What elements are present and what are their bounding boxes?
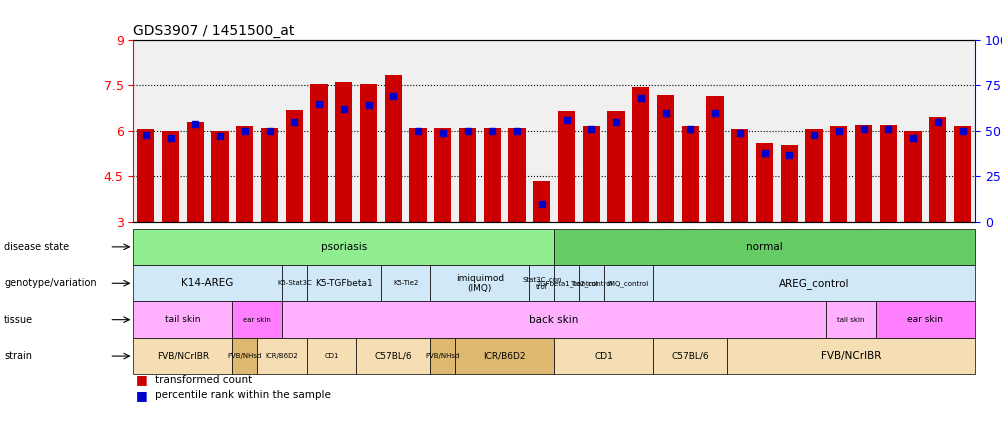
Text: CD1: CD1: [324, 353, 339, 359]
Text: ICR/B6D2: ICR/B6D2: [483, 352, 525, 361]
Text: ICR/B6D2: ICR/B6D2: [266, 353, 298, 359]
Text: CD1: CD1: [593, 352, 612, 361]
Text: C57BL/6: C57BL/6: [374, 352, 412, 361]
Text: genotype/variation: genotype/variation: [4, 278, 96, 288]
Bar: [904, 131, 921, 222]
Text: imiquimod
(IMQ): imiquimod (IMQ): [455, 274, 503, 293]
Bar: [854, 125, 872, 222]
Bar: [582, 127, 599, 222]
Bar: [286, 110, 303, 222]
Bar: [780, 145, 798, 222]
Text: ear skin: ear skin: [907, 315, 943, 324]
Bar: [360, 84, 377, 222]
Text: psoriasis: psoriasis: [321, 242, 367, 252]
Text: tail skin: tail skin: [837, 317, 864, 323]
Text: K5-Tie2: K5-Tie2: [393, 280, 418, 286]
Text: ■: ■: [135, 373, 147, 386]
Text: TGFbeta1_control: TGFbeta1_control: [535, 280, 597, 287]
Bar: [681, 127, 698, 222]
Text: back skin: back skin: [529, 315, 578, 325]
Text: Tie2_control: Tie2_control: [569, 280, 612, 287]
Text: tissue: tissue: [4, 315, 33, 325]
Bar: [631, 87, 649, 222]
Bar: [161, 131, 179, 222]
Bar: [409, 128, 426, 222]
Bar: [137, 130, 154, 222]
Text: Stat3C_con
trol: Stat3C_con trol: [521, 277, 561, 290]
Text: FVB/NCrIBR: FVB/NCrIBR: [156, 352, 208, 361]
Text: tail skin: tail skin: [165, 315, 200, 324]
Bar: [928, 117, 946, 222]
Bar: [211, 131, 228, 222]
Bar: [656, 95, 673, 222]
Bar: [756, 143, 773, 222]
Text: FVB/NHsd: FVB/NHsd: [227, 353, 262, 359]
Bar: [434, 128, 451, 222]
Bar: [235, 127, 254, 222]
Bar: [384, 75, 402, 222]
Text: GDS3907 / 1451500_at: GDS3907 / 1451500_at: [133, 24, 295, 38]
Bar: [186, 122, 203, 222]
Text: C57BL/6: C57BL/6: [670, 352, 708, 361]
Text: ■: ■: [135, 388, 147, 402]
Text: FVB/NHsd: FVB/NHsd: [425, 353, 460, 359]
Bar: [533, 181, 550, 222]
Text: K5-Stat3C: K5-Stat3C: [277, 280, 312, 286]
Bar: [805, 130, 822, 222]
Text: FVB/NCrIBR: FVB/NCrIBR: [821, 351, 881, 361]
Text: K14-AREG: K14-AREG: [181, 278, 233, 288]
Bar: [730, 130, 747, 222]
Bar: [705, 96, 723, 222]
Bar: [458, 128, 476, 222]
Bar: [310, 84, 328, 222]
Bar: [607, 111, 624, 222]
Text: AREG_control: AREG_control: [778, 278, 849, 289]
Text: percentile rank within the sample: percentile rank within the sample: [155, 390, 331, 400]
Bar: [261, 128, 278, 222]
Bar: [953, 127, 970, 222]
Bar: [508, 128, 525, 222]
Bar: [335, 83, 352, 222]
Text: normal: normal: [745, 242, 783, 252]
Bar: [557, 111, 574, 222]
Text: disease state: disease state: [4, 242, 69, 252]
Bar: [879, 125, 896, 222]
Text: transformed count: transformed count: [155, 375, 253, 385]
Text: IMQ_control: IMQ_control: [607, 280, 648, 287]
Text: K5-TGFbeta1: K5-TGFbeta1: [315, 279, 373, 288]
Text: ear skin: ear skin: [242, 317, 271, 323]
Text: strain: strain: [4, 351, 32, 361]
Bar: [483, 128, 500, 222]
Bar: [830, 127, 847, 222]
